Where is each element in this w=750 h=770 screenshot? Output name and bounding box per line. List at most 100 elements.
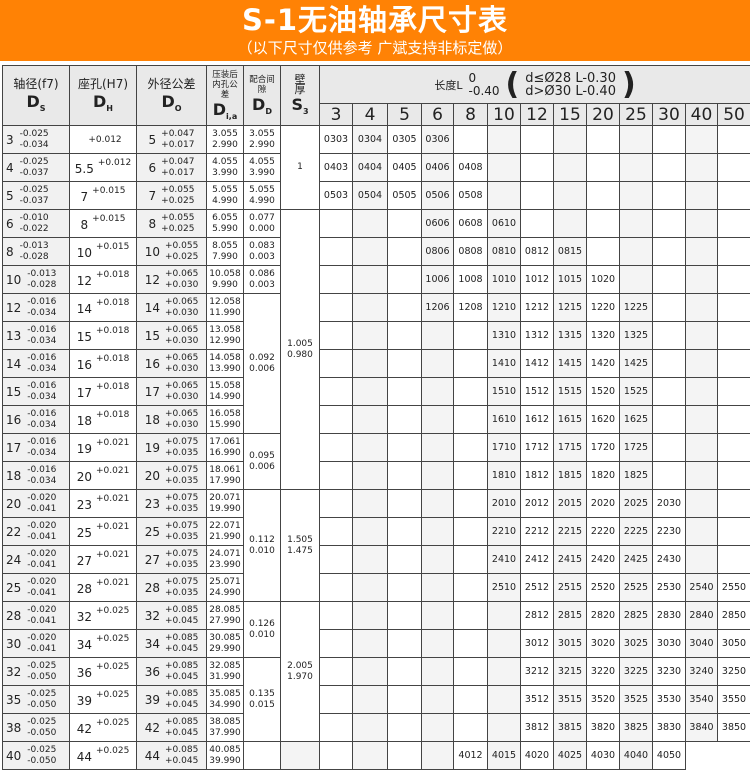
outer-tolerance: +0.065+0.030 [165, 297, 198, 319]
part-code-cell [686, 154, 718, 182]
part-code-cell [488, 686, 521, 714]
outer-diameter: 10 [145, 245, 160, 259]
shaft-diameter-cell: 35-0.025-0.050 [3, 686, 70, 714]
tol-lower: -0.034 [27, 448, 56, 459]
housing-bore: 12 [77, 274, 92, 288]
outer-diameter: 28 [145, 581, 160, 595]
clearance-upper: 0.135 [244, 689, 280, 700]
part-code-cell [320, 518, 353, 546]
wall-thickness-lower: 1.970 [281, 672, 319, 683]
part-code: 2015 [558, 498, 582, 509]
shaft-tolerance: -0.025-0.037 [20, 157, 49, 179]
tol-lower: +0.035 [165, 504, 198, 515]
clearance-upper: 0.077 [244, 213, 280, 224]
outer-diameter: 12 [145, 273, 160, 287]
part-code-cell [653, 322, 686, 350]
housing-bore-cell: 5.5+0.012 [70, 154, 137, 182]
part-code: 3020 [591, 638, 615, 649]
part-code: 1812 [525, 470, 549, 481]
part-code-cell: 1615 [554, 406, 587, 434]
housing-tolerance: +0.015 [96, 242, 129, 252]
part-code: 2825 [624, 610, 648, 621]
housing-tolerance: +0.018 [96, 298, 129, 308]
housing-bore: 14 [77, 302, 92, 316]
part-code-cell: 0306 [422, 126, 454, 154]
part-code-cell [620, 154, 653, 182]
part-code: 2225 [624, 526, 648, 537]
length-tol-upper: 0 [468, 72, 499, 85]
shaft-tolerance: -0.020-0.041 [27, 605, 56, 627]
tol-upper: +0.085 [165, 689, 198, 700]
wall-thickness-lower: 1.475 [281, 546, 319, 557]
tol-upper: -0.016 [27, 297, 56, 308]
part-code-cell [653, 210, 686, 238]
outer-diameter: 15 [145, 329, 160, 343]
part-code-cell [686, 434, 718, 462]
part-code: 2515 [558, 582, 582, 593]
shaft-diameter: 24 [6, 553, 21, 567]
header-dia-label: 压装后内孔公差 [212, 70, 238, 100]
part-code-cell [454, 434, 488, 462]
part-code: 3512 [525, 694, 549, 705]
tol-lower: -0.041 [27, 644, 56, 655]
part-code: 3812 [525, 722, 549, 733]
part-code-cell: 1310 [488, 322, 521, 350]
part-code-cell: 3250 [718, 658, 750, 686]
outer-diameter-cell: 34+0.085+0.045 [137, 630, 207, 658]
part-code-cell [653, 378, 686, 406]
shaft-diameter-cell: 3-0.025-0.034 [3, 126, 70, 154]
part-code-cell [686, 462, 718, 490]
part-code: 0815 [558, 246, 582, 257]
part-code: 2415 [558, 554, 582, 565]
inner-bore-upper: 35.085 [207, 689, 243, 700]
inner-bore-upper: 4.055 [207, 157, 243, 168]
shaft-diameter: 15 [6, 385, 21, 399]
part-code-cell [353, 602, 388, 630]
part-code-cell [281, 742, 320, 770]
header-dh-label: 座孔(H7) [70, 77, 136, 92]
part-code-cell [686, 378, 718, 406]
part-code-cell: 3515 [554, 686, 587, 714]
part-code-cell: 0303 [320, 126, 353, 154]
part-code: 3215 [558, 666, 582, 677]
part-code-cell: 1008 [454, 266, 488, 294]
part-code-cell [521, 210, 554, 238]
part-code-cell [353, 714, 388, 742]
part-code-cell [653, 238, 686, 266]
inner-bore-lower: 34.990 [207, 700, 243, 711]
part-code-cell [320, 630, 353, 658]
part-code-cell: 2550 [718, 574, 750, 602]
part-code-cell: 1512 [521, 378, 554, 406]
part-code-cell [353, 742, 388, 770]
part-code-cell [388, 546, 422, 574]
header-s3-label: 壁厚 [293, 75, 307, 95]
part-code-cell: 3530 [653, 686, 686, 714]
shaft-tolerance: -0.020-0.041 [27, 633, 56, 655]
part-code: 2520 [591, 582, 615, 593]
part-code: 4050 [657, 750, 681, 761]
inner-bore-upper: 20.071 [207, 493, 243, 504]
outer-diameter: 7 [149, 189, 157, 203]
tol-lower: -0.028 [27, 280, 56, 291]
symbol-subscript: 3 [303, 107, 309, 116]
title-banner: S-1无油轴承尺寸表 （以下尺寸仅供参考 广斌支持非标定做） [0, 0, 750, 61]
shaft-diameter-cell: 10-0.013-0.028 [3, 266, 70, 294]
part-code-cell [554, 154, 587, 182]
part-code-cell [353, 266, 388, 294]
clearance-upper: 0.126 [244, 619, 280, 630]
part-code-cell: 1412 [521, 350, 554, 378]
part-code: 3530 [657, 694, 681, 705]
outer-diameter: 17 [145, 385, 160, 399]
part-code: 2210 [492, 526, 516, 537]
shaft-diameter: 22 [6, 525, 21, 539]
inner-bore-upper: 32.085 [207, 661, 243, 672]
tol-upper: +0.055 [161, 213, 194, 224]
part-code-cell [718, 182, 750, 210]
tol-upper: -0.016 [27, 353, 56, 364]
